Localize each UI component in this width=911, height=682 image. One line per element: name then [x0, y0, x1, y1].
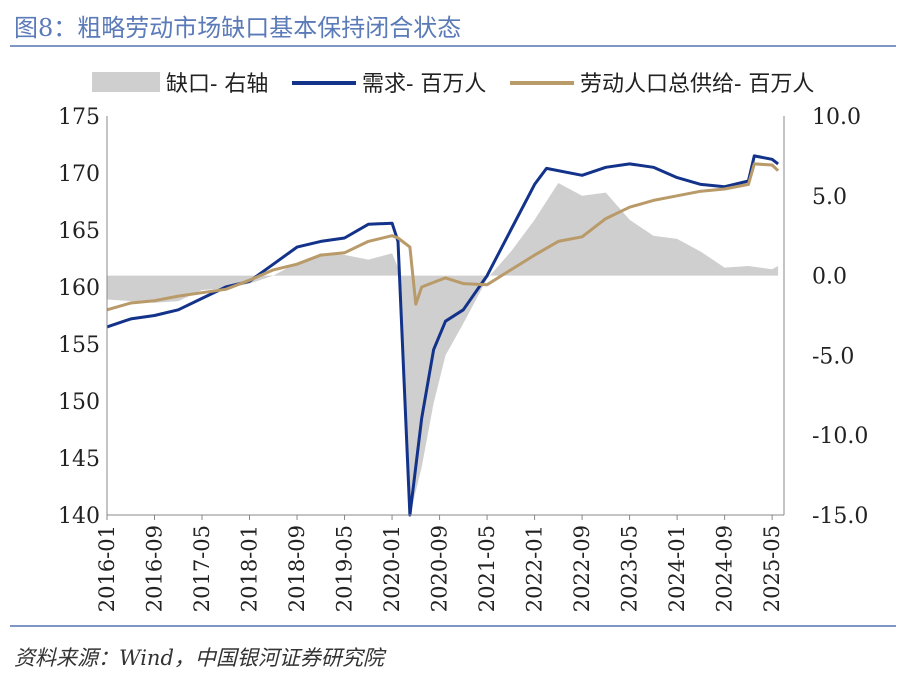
right-tick-label: 5.0 [812, 185, 847, 210]
right-tick-label: -5.0 [812, 344, 854, 369]
x-tick-label: 2018-09 [285, 525, 309, 612]
top-rule [10, 45, 896, 47]
x-tick-label: 2018-01 [238, 525, 262, 612]
x-tick-label: 2021-05 [475, 525, 499, 612]
x-tick-label: 2022-09 [570, 525, 594, 612]
x-tick-label: 2023-05 [618, 525, 642, 612]
gap-area [107, 183, 779, 515]
left-tick-label: 150 [58, 390, 100, 415]
series-line-layer [106, 154, 780, 517]
left-tick-label: 140 [58, 504, 100, 529]
right-tick-label: 10.0 [812, 105, 861, 130]
source-note: 资料来源：Wind，中国银河证券研究院 [14, 646, 384, 670]
x-tick-label: 2019-05 [333, 525, 357, 612]
x-tick-label: 2020-01 [380, 525, 404, 612]
right-tick-label: -15.0 [812, 504, 868, 529]
supply-line [106, 162, 780, 312]
right-tick-label: -10.0 [812, 424, 868, 449]
x-tick-label: 2017-05 [190, 525, 214, 612]
x-tick-label: 2024-01 [665, 525, 689, 612]
x-tick-label: 2016-01 [95, 525, 119, 612]
left-tick-label: 145 [58, 447, 100, 472]
x-tick-label: 2020-09 [428, 525, 452, 612]
x-tick-label: 2016-09 [143, 525, 167, 612]
legend-label-supply: 劳动人口总供给- 百万人 [580, 72, 814, 97]
legend-swatch-gap [92, 72, 160, 92]
legend-label-demand: 需求- 百万人 [362, 72, 486, 97]
left-tick-label: 170 [58, 162, 100, 187]
left-tick-label: 175 [58, 105, 100, 130]
bottom-rule [10, 625, 896, 627]
x-tick-label: 2022-01 [523, 525, 547, 612]
left-tick-label: 155 [58, 333, 100, 358]
left-tick-label: 165 [58, 219, 100, 244]
left-tick-label: 160 [58, 276, 100, 301]
x-tick-label: 2025-05 [760, 525, 784, 612]
axes-layer: 140 145 150 155 160 165 170 175 -15.0 -10.0 -5.0 0.… [58, 105, 868, 612]
gap-area-layer [107, 183, 779, 515]
x-tick-label: 2024-09 [713, 525, 737, 612]
right-tick-label: 0.0 [812, 265, 847, 290]
legend-label-gap: 缺口- 右轴 [166, 72, 268, 97]
figure-title: 图8：粗略劳动市场缺口基本保持闭合状态 [14, 14, 462, 42]
legend: 缺口- 右轴 需求- 百万人 劳动人口总供给- 百万人 [92, 72, 814, 97]
